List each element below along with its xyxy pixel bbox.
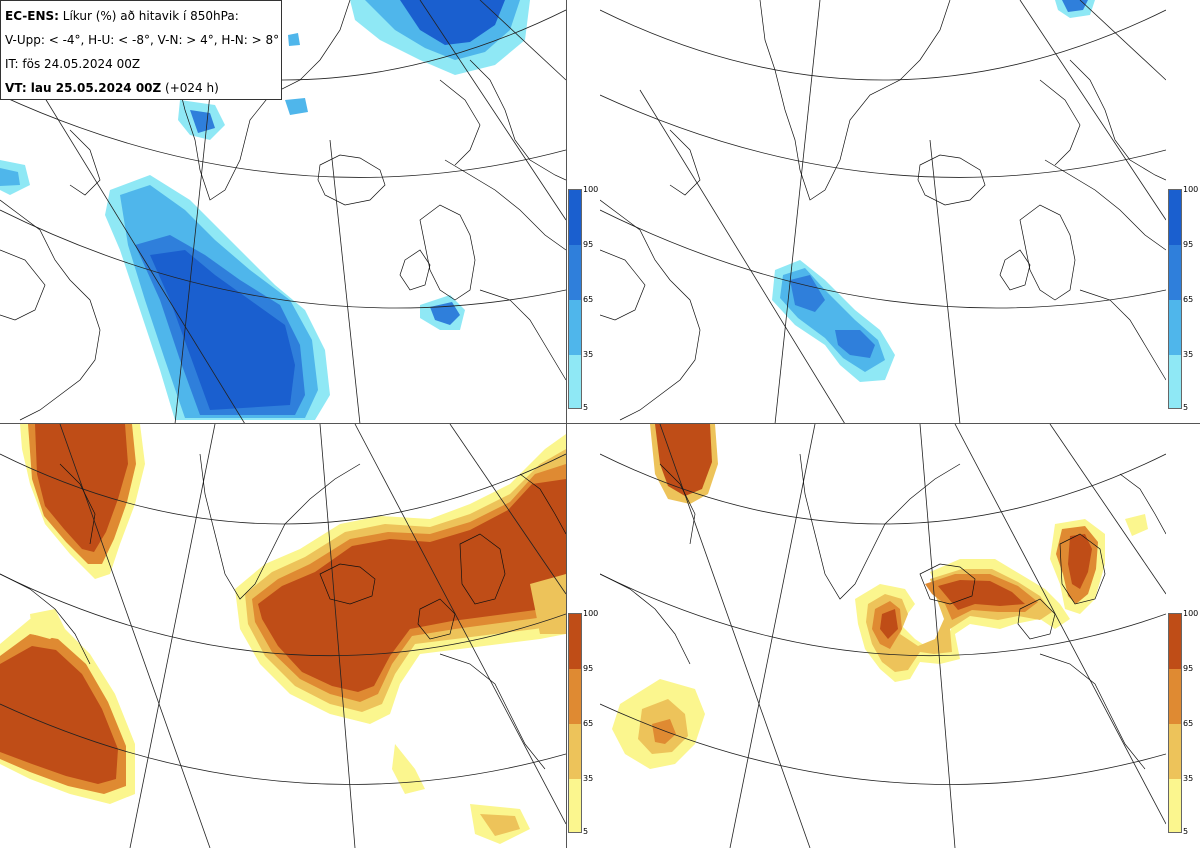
cb4-tick-35: 35	[1183, 774, 1194, 783]
panel-warm-plus4	[0, 424, 566, 848]
panel-divider-horizontal	[0, 423, 1200, 424]
cb3-tick-100: 100	[583, 609, 599, 618]
map-info-box: EC-ENS: Líkur (%) að hitavik í 850hPa: V…	[0, 0, 282, 100]
colorbar-cold-1-swatch	[569, 355, 581, 408]
info-valid-time: VT: lau 25.05.2024 00Z	[5, 81, 162, 95]
cb1-tick-95: 95	[583, 240, 594, 249]
cb2-tick-100: 100	[1183, 185, 1199, 194]
cb3-tick-95: 95	[583, 664, 594, 673]
cb2-tick-95: 95	[1183, 240, 1194, 249]
panel-cold-minus8	[600, 0, 1166, 424]
cb3-tick-5: 5	[583, 827, 589, 836]
colorbar-cold-2-swatch	[1169, 245, 1181, 300]
colorbar-warm-2-swatch	[1169, 669, 1181, 724]
cb2-tick-65: 65	[1183, 295, 1194, 304]
colorbar-warm-2-swatch	[1169, 724, 1181, 779]
map-cold-minus8	[600, 0, 1166, 424]
colorbar-warm-1-swatch	[569, 669, 581, 724]
info-model: EC-ENS:	[5, 9, 59, 23]
cb1-tick-35: 35	[583, 350, 594, 359]
colorbar-cold-1-swatch	[569, 190, 581, 245]
colorbar-warm-1-swatch	[569, 724, 581, 779]
cb4-tick-65: 65	[1183, 719, 1194, 728]
info-thresholds: V-Upp: < -4°, H-U: < -8°, V-N: > 4°, H-N…	[5, 33, 280, 47]
colorbar-warm-2-swatch	[1169, 779, 1181, 832]
colorbar-warm-1-swatch	[569, 614, 581, 669]
colorbar-warm-1-swatch	[569, 779, 581, 832]
colorbar-cold-2-swatch	[1169, 300, 1181, 355]
info-lead-time: (+024 h)	[161, 81, 219, 95]
colorbar-cold-2-swatch	[1169, 190, 1181, 245]
info-title: Líkur (%) að hitavik í 850hPa:	[58, 9, 239, 23]
colorbar-warm-1	[568, 613, 582, 833]
panel-cold-minus4: EC-ENS: Líkur (%) að hitavik í 850hPa: V…	[0, 0, 566, 424]
map-warm-plus4	[0, 424, 566, 848]
colorbar-cold-1	[568, 189, 582, 409]
cb4-tick-5: 5	[1183, 827, 1189, 836]
colorbar-cold-1-swatch	[569, 245, 581, 300]
cb4-tick-95: 95	[1183, 664, 1194, 673]
colorbar-cold-2-swatch	[1169, 355, 1181, 408]
cb1-tick-65: 65	[583, 295, 594, 304]
colorbar-warm-2	[1168, 613, 1182, 833]
cb3-tick-65: 65	[583, 719, 594, 728]
cb1-tick-100: 100	[583, 185, 599, 194]
colorbar-cold-2	[1168, 189, 1182, 409]
cb2-tick-5: 5	[1183, 403, 1189, 412]
panel-divider-vertical	[566, 0, 567, 848]
map-cold-minus4	[0, 0, 566, 424]
info-init-time: IT: fös 24.05.2024 00Z	[5, 57, 141, 71]
colorbar-warm-2-swatch	[1169, 614, 1181, 669]
cb4-tick-100: 100	[1183, 609, 1199, 618]
cb2-tick-35: 35	[1183, 350, 1194, 359]
panel-warm-plus8	[600, 424, 1166, 848]
map-warm-plus8	[600, 424, 1166, 848]
cb1-tick-5: 5	[583, 403, 589, 412]
cb3-tick-35: 35	[583, 774, 594, 783]
colorbar-cold-1-swatch	[569, 300, 581, 355]
